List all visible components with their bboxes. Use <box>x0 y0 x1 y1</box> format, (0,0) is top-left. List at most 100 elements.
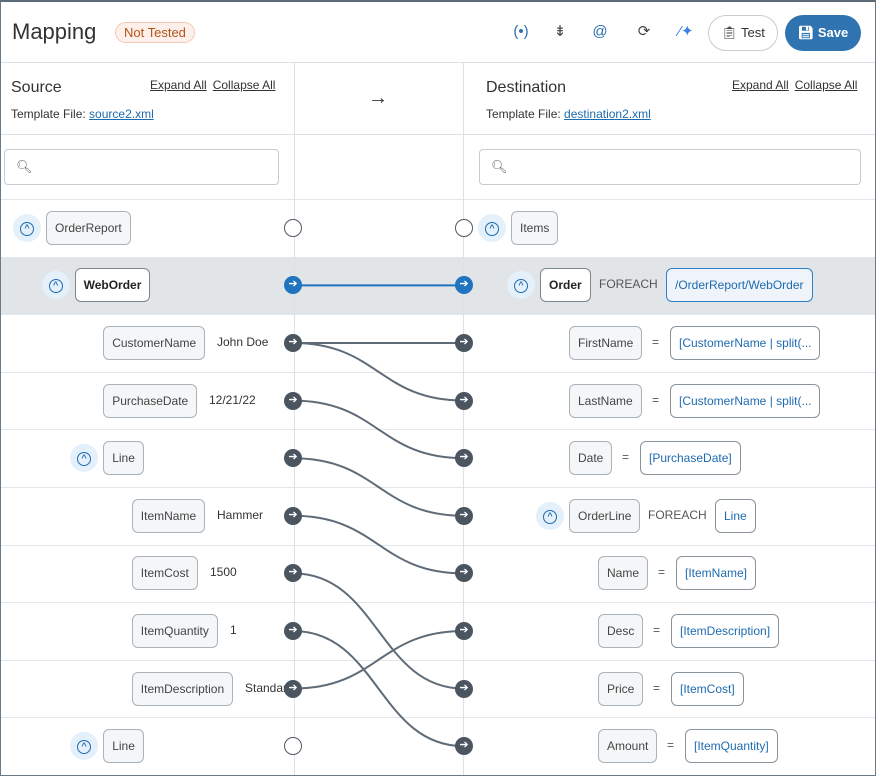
source-port[interactable]: ➔ <box>284 622 302 640</box>
destination-port[interactable]: ➔ <box>455 679 473 698</box>
source-port[interactable]: ➔ <box>284 391 302 410</box>
source-port[interactable]: ➔ <box>284 276 302 295</box>
destination-port[interactable]: ➔ <box>455 506 473 525</box>
destination-header: Destination Expand All Collapse All Templ… <box>464 63 875 135</box>
destination-port[interactable]: ➔ <box>455 276 473 295</box>
collapse-vertical-icon[interactable]: ⇟ <box>553 23 567 40</box>
row-divider <box>1 371 875 373</box>
collapse-chevron-icon[interactable]: ^ <box>536 501 564 530</box>
operator: = <box>667 738 675 753</box>
destination-node[interactable]: Date <box>569 441 613 476</box>
save-icon: 💾︎ <box>797 25 818 40</box>
expression-field[interactable]: [ItemCost] <box>671 671 744 706</box>
operator: = <box>653 623 661 637</box>
header: Mapping Not Tested (•) ⇟ @ ⟳ ⁄✦ 📋︎ Test … <box>1 2 875 63</box>
source-node[interactable]: ItemDescription <box>131 671 234 706</box>
expression-field[interactable]: [ItemDescription] <box>671 614 780 648</box>
destination-node[interactable]: Name <box>598 556 649 591</box>
expression-field[interactable]: [PurchaseDate] <box>640 441 741 476</box>
destination-port[interactable]: ➔ <box>455 737 473 756</box>
destination-port[interactable]: ➔ <box>455 564 473 583</box>
source-port[interactable]: ➔ <box>284 564 302 583</box>
operator: = <box>653 680 661 695</box>
divider <box>463 63 464 775</box>
at-icon[interactable]: @ <box>592 23 608 40</box>
row-divider <box>1 314 875 316</box>
destination-node[interactable]: Desc <box>598 614 644 648</box>
destination-template-link[interactable]: destination2.xml <box>564 107 651 121</box>
destination-port[interactable] <box>455 218 473 237</box>
divider <box>1 199 875 200</box>
collapse-chevron-icon[interactable]: ^ <box>70 732 99 761</box>
destination-expand-all[interactable]: Expand All <box>732 78 789 92</box>
expression-field[interactable]: Line <box>715 498 756 533</box>
expression-field[interactable]: [CustomerName | split(... <box>670 383 821 418</box>
source-node[interactable]: Line <box>103 729 144 764</box>
source-port[interactable]: ➔ <box>284 679 302 698</box>
collapse-chevron-icon[interactable]: ^ <box>478 213 506 242</box>
arrow-right-icon: → <box>368 87 388 109</box>
expression-field[interactable]: [CustomerName | split(... <box>670 326 821 360</box>
source-expand-all[interactable]: Expand All <box>150 78 207 92</box>
source-node[interactable]: ItemName <box>131 498 206 533</box>
sample-value: Standar <box>245 680 288 695</box>
destination-node[interactable]: Items <box>511 210 559 245</box>
destination-node[interactable]: Order <box>540 268 591 303</box>
destination-port[interactable]: ➔ <box>455 334 473 352</box>
destination-node[interactable]: LastName <box>569 383 642 418</box>
divider <box>294 63 295 775</box>
destination-node[interactable]: FirstName <box>569 326 643 360</box>
destination-template-label: Template File: <box>486 107 561 121</box>
destination-node[interactable]: Amount <box>598 729 658 764</box>
save-label: Save <box>817 25 849 40</box>
operator: FOREACH <box>648 507 707 522</box>
source-node[interactable]: ItemQuantity <box>131 614 218 648</box>
source-node[interactable]: OrderReport <box>46 210 131 245</box>
search-icon: 🔍︎ <box>16 159 33 174</box>
collapse-chevron-icon[interactable]: ^ <box>507 271 535 300</box>
test-button[interactable]: 📋︎ Test <box>708 15 778 51</box>
destination-collapse-all[interactable]: Collapse All <box>794 78 858 92</box>
row-divider <box>1 544 875 546</box>
source-port[interactable] <box>284 737 302 756</box>
row-divider <box>1 602 875 604</box>
source-node[interactable]: WebOrder <box>74 268 151 303</box>
broadcast-icon[interactable]: (•) <box>513 23 529 40</box>
source-node[interactable]: ItemCost <box>131 556 198 591</box>
expression-field[interactable]: /OrderReport/WebOrder <box>666 268 813 303</box>
sample-value: 1 <box>230 623 237 637</box>
destination-search-input[interactable] <box>512 156 816 178</box>
magic-wand-icon[interactable]: ⁄✦ <box>678 23 694 40</box>
collapse-chevron-icon[interactable]: ^ <box>41 271 70 300</box>
mapping-link[interactable] <box>292 630 465 748</box>
destination-node[interactable]: Price <box>598 671 644 706</box>
sample-value: 12/21/22 <box>209 392 256 407</box>
destination-port[interactable]: ➔ <box>455 449 473 468</box>
collapse-chevron-icon[interactable]: ^ <box>13 213 41 242</box>
source-node[interactable]: CustomerName <box>103 326 206 360</box>
source-port[interactable]: ➔ <box>284 449 302 468</box>
mapping-link[interactable] <box>292 572 465 690</box>
source-port[interactable]: ➔ <box>284 334 302 352</box>
refresh-icon[interactable]: ⟳ <box>637 23 651 40</box>
source-node[interactable]: PurchaseDate <box>103 383 198 418</box>
source-title: Source <box>11 79 62 96</box>
destination-node[interactable]: OrderLine <box>569 498 641 533</box>
destination-search[interactable]: 🔍︎ <box>479 149 861 185</box>
source-node[interactable]: Line <box>103 441 144 476</box>
expression-field[interactable]: [ItemName] <box>676 556 757 591</box>
destination-port[interactable]: ➔ <box>455 391 473 410</box>
test-label: Test <box>741 25 765 40</box>
operator: = <box>652 392 660 407</box>
source-search-input[interactable] <box>37 156 256 178</box>
source-template-link[interactable]: source2.xml <box>89 107 154 121</box>
source-port[interactable] <box>284 218 302 237</box>
collapse-chevron-icon[interactable]: ^ <box>70 444 99 473</box>
source-search[interactable]: 🔍︎ <box>4 149 279 185</box>
destination-port[interactable]: ➔ <box>455 622 473 640</box>
save-button[interactable]: 💾︎ Save <box>785 15 861 51</box>
source-port[interactable]: ➔ <box>284 506 302 525</box>
source-collapse-all[interactable]: Collapse All <box>212 78 276 92</box>
expression-field[interactable]: [ItemQuantity] <box>685 729 778 764</box>
sample-value: Hammer <box>217 507 264 522</box>
